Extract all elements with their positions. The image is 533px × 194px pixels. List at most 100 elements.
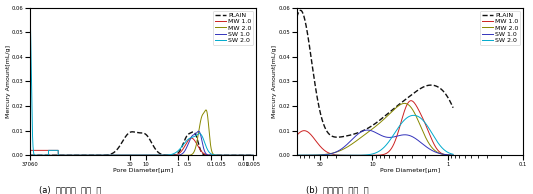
SW 1.0 [52,154,59,156]
SW 2.0 [447,152,453,155]
SW 2.0 [27,14,33,16]
SW 2.0 [450,153,456,155]
MW 2.0 [27,154,33,156]
PLAIN [447,100,454,103]
MW 2.0 [222,154,228,156]
MW 2.0 [112,154,119,156]
SW 1.0 [27,154,33,156]
MW 1.0 [359,154,365,156]
MW 2.0 [430,148,437,150]
SW 2.0 [222,154,228,156]
MW 2.0 [311,154,318,156]
MW 1.0 [447,154,454,156]
Line: SW 1.0: SW 1.0 [297,130,453,155]
SW 1.0 [196,130,202,132]
SW 2.0 [360,154,367,156]
SW 1.0 [450,154,456,156]
SW 1.0 [360,130,367,132]
PLAIN [27,154,33,156]
PLAIN [321,124,327,126]
MW 2.0 [52,154,59,156]
SW 1.0 [364,129,370,131]
MW 2.0 [360,134,367,137]
SW 2.0 [410,114,417,116]
Line: MW 1.0: MW 1.0 [297,101,453,155]
Text: (b)  황산용액  침지  후: (b) 황산용액 침지 후 [305,185,368,194]
SW 2.0 [311,154,318,156]
PLAIN [250,154,256,156]
MW 1.0 [55,154,61,156]
PLAIN [360,129,367,132]
SW 2.0 [55,154,61,156]
SW 1.0 [321,154,327,156]
SW 1.0 [66,154,72,156]
MW 1.0 [222,154,228,156]
Line: MW 2.0: MW 2.0 [30,110,253,155]
MW 2.0 [353,139,360,142]
MW 1.0 [250,154,256,156]
SW 1.0 [294,154,300,156]
SW 1.0 [353,134,360,136]
SW 2.0 [321,154,327,156]
PLAIN [297,9,304,11]
PLAIN [294,16,300,18]
SW 1.0 [430,150,437,152]
MW 2.0 [122,154,128,156]
PLAIN [334,136,341,138]
SW 2.0 [250,154,256,156]
SW 1.0 [222,154,228,156]
Legend: PLAIN, MW 1.0, MW 2.0, SW 1.0, SW 2.0: PLAIN, MW 1.0, MW 2.0, SW 1.0, SW 2.0 [480,11,520,45]
PLAIN [246,154,252,156]
X-axis label: Pore Diameter[μm]: Pore Diameter[μm] [380,168,440,173]
SW 1.0 [250,154,256,156]
PLAIN [222,154,228,156]
PLAIN [52,154,59,156]
Text: (a)  황산용액  침지  전: (a) 황산용액 침지 전 [39,185,102,194]
SW 1.0 [112,154,119,156]
PLAIN [66,154,72,156]
Line: PLAIN: PLAIN [297,10,453,137]
X-axis label: Pore Diameter[μm]: Pore Diameter[μm] [113,168,173,173]
SW 2.0 [353,154,360,156]
MW 1.0 [294,134,300,136]
MW 1.0 [353,154,360,156]
Legend: PLAIN, MW 1.0, MW 2.0, SW 1.0, SW 2.0: PLAIN, MW 1.0, MW 2.0, SW 1.0, SW 2.0 [213,11,253,45]
MW 1.0 [112,154,119,156]
MW 2.0 [447,154,453,156]
MW 1.0 [311,138,318,140]
PLAIN [122,136,128,138]
MW 2.0 [246,154,252,156]
Line: SW 2.0: SW 2.0 [30,15,253,155]
MW 1.0 [27,149,33,152]
SW 1.0 [447,154,453,156]
Line: SW 1.0: SW 1.0 [30,131,253,155]
SW 2.0 [294,154,300,156]
MW 1.0 [360,154,367,156]
Line: SW 2.0: SW 2.0 [297,115,453,155]
MW 1.0 [188,137,195,139]
MW 2.0 [294,154,300,156]
MW 2.0 [321,153,327,156]
SW 2.0 [122,154,128,156]
MW 1.0 [321,149,327,151]
Y-axis label: Mercury Amount[mL/g]: Mercury Amount[mL/g] [5,45,11,118]
PLAIN [311,81,318,83]
PLAIN [112,150,119,152]
PLAIN [354,132,360,134]
SW 2.0 [66,154,72,156]
SW 2.0 [430,134,437,137]
MW 1.0 [450,154,456,156]
MW 1.0 [122,154,128,156]
PLAIN [430,84,437,87]
SW 2.0 [246,154,252,156]
Line: MW 1.0: MW 1.0 [30,138,253,155]
Y-axis label: Mercury Amount[mL/g]: Mercury Amount[mL/g] [272,45,278,118]
PLAIN [450,107,456,109]
MW 1.0 [66,154,72,156]
MW 2.0 [66,154,72,156]
Line: PLAIN: PLAIN [30,132,253,155]
MW 1.0 [246,154,252,156]
PLAIN [129,131,135,133]
SW 1.0 [246,154,252,156]
MW 1.0 [430,142,437,144]
